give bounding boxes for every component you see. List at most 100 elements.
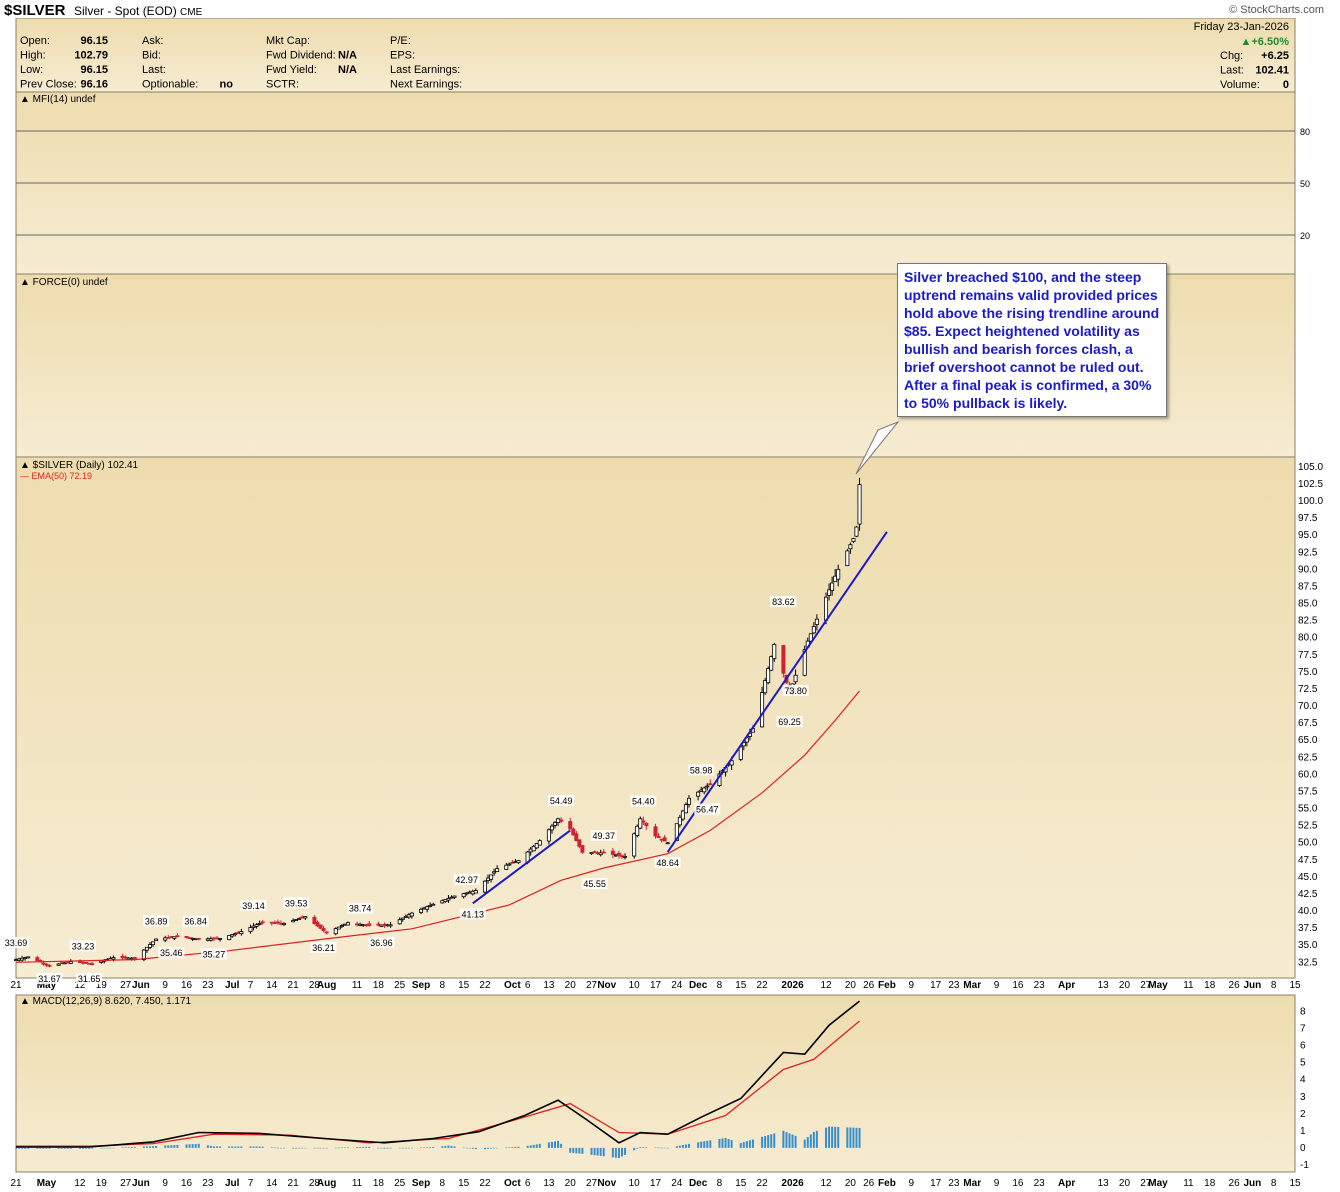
- candle-body: [35, 957, 40, 962]
- histogram-bar: [176, 1144, 179, 1148]
- x-tick: 22: [757, 980, 769, 991]
- histogram-bar: [578, 1147, 581, 1154]
- histogram-bar: [724, 1138, 727, 1148]
- histogram-bar: [718, 1138, 721, 1148]
- x-tick: 14: [266, 1178, 278, 1189]
- candle-body: [175, 935, 180, 938]
- right-label: Last:: [1220, 65, 1244, 77]
- candle-body: [68, 961, 73, 964]
- candle-body: [644, 822, 649, 827]
- price-value-label: 54.40: [632, 797, 655, 807]
- histogram-bar: [599, 1147, 602, 1156]
- price-tick: 77.5: [1298, 650, 1318, 661]
- right-value: +6.25: [1261, 50, 1289, 62]
- candle-body: [321, 928, 326, 931]
- price-tick: 72.5: [1298, 684, 1318, 695]
- candle-body: [738, 746, 743, 760]
- x-tick: Apr: [1058, 980, 1075, 991]
- price-label-bg: [182, 915, 209, 927]
- price-label-bg: [548, 795, 575, 807]
- candle-body: [507, 863, 512, 866]
- x-tick: Nov: [597, 980, 616, 991]
- price-tick: 67.5: [1298, 718, 1318, 729]
- x-tick: 19: [96, 1178, 108, 1189]
- candle-body: [537, 840, 542, 846]
- price-tick: 50.0: [1298, 838, 1318, 849]
- histogram-bar: [206, 1145, 209, 1148]
- histogram-bar: [81, 1147, 84, 1149]
- price-label-bg: [630, 795, 657, 807]
- histogram-bar: [508, 1147, 511, 1148]
- candle-body: [47, 964, 52, 967]
- price-tick: 70.0: [1298, 701, 1318, 712]
- x-tick: 12: [820, 1178, 832, 1189]
- histogram-bar: [292, 1147, 295, 1149]
- quote-label: High:: [20, 50, 46, 62]
- ticker-symbol: $SILVER: [4, 2, 66, 19]
- histogram-bar: [785, 1132, 788, 1148]
- candle-body: [504, 864, 509, 870]
- histogram-bar: [764, 1136, 767, 1148]
- histogram-bar: [258, 1146, 261, 1148]
- histogram-bar: [109, 1147, 112, 1149]
- histogram-bar: [164, 1145, 167, 1148]
- candle-body: [641, 820, 646, 823]
- candle-body: [592, 851, 597, 854]
- histogram-bar: [547, 1142, 550, 1148]
- histogram-bar: [639, 1147, 642, 1148]
- candle-body: [686, 797, 691, 805]
- histogram-bar: [697, 1142, 700, 1148]
- x-tick: 27: [1140, 980, 1152, 991]
- histogram-bar: [365, 1146, 368, 1148]
- macd-tick: 3: [1300, 1092, 1306, 1103]
- x-tick: 17: [930, 1178, 942, 1189]
- x-tick: Oct: [504, 1178, 521, 1189]
- histogram-bar: [85, 1147, 88, 1149]
- candle-body: [388, 924, 393, 927]
- price-tick: 90.0: [1298, 564, 1318, 575]
- x-tick: 10: [629, 1178, 641, 1189]
- x-tick: 23: [1034, 1178, 1046, 1189]
- candle-body: [851, 538, 856, 542]
- price-value-label: 31.67: [38, 974, 61, 984]
- x-tick: 27: [120, 980, 132, 991]
- candle-body: [260, 921, 265, 924]
- candle-body: [781, 645, 786, 674]
- histogram-bar: [295, 1147, 298, 1149]
- histogram-bar: [709, 1140, 712, 1148]
- x-tick: May: [1148, 1178, 1168, 1189]
- x-tick: 12: [74, 1178, 86, 1189]
- candle-body: [409, 912, 414, 917]
- candle-body: [705, 785, 710, 788]
- x-tick: 26: [1229, 1178, 1241, 1189]
- histogram-bar: [462, 1147, 465, 1149]
- right-value: 0: [1283, 79, 1289, 91]
- histogram-bar: [21, 1147, 24, 1149]
- histogram-bar: [831, 1126, 834, 1148]
- macd-tick: 7: [1300, 1024, 1306, 1035]
- price-tick: 100.0: [1298, 496, 1323, 507]
- x-tick: Dec: [689, 1178, 708, 1189]
- histogram-bar: [514, 1146, 517, 1148]
- histogram-bar: [806, 1137, 809, 1148]
- x-tick: 28: [309, 1178, 321, 1189]
- candle-body: [251, 925, 256, 929]
- candle-body: [571, 828, 576, 836]
- x-tick: 9: [994, 980, 1000, 991]
- x-tick: Jun: [132, 980, 150, 991]
- macd-label: ▲ MACD(12,26,9) 8.620, 7.450, 1.171: [20, 996, 192, 1007]
- mfi-tick: 80: [1300, 127, 1310, 137]
- candle-body: [376, 923, 381, 926]
- candle-body: [848, 544, 853, 550]
- histogram-bar: [770, 1134, 773, 1148]
- x-tick: 13: [543, 1178, 555, 1189]
- histogram-bar: [526, 1145, 529, 1148]
- price-label-bg: [694, 803, 721, 815]
- candle-body: [333, 928, 338, 935]
- x-tick: 21: [10, 1178, 22, 1189]
- candle-body: [431, 903, 436, 906]
- x-tick: 8: [440, 980, 446, 991]
- candle-body: [132, 957, 137, 959]
- price-tick: 102.5: [1298, 479, 1323, 490]
- histogram-bar: [24, 1147, 27, 1149]
